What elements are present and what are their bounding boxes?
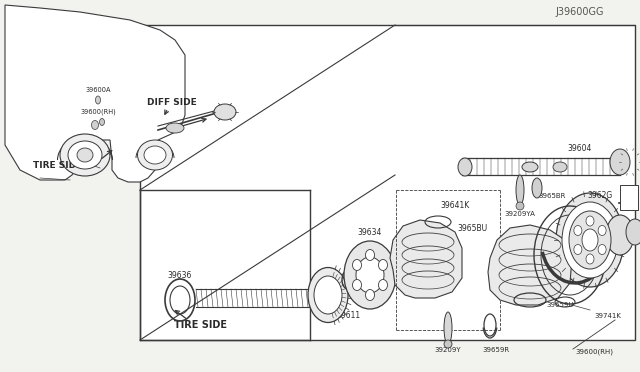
Ellipse shape — [444, 340, 452, 348]
Polygon shape — [488, 225, 572, 305]
Ellipse shape — [562, 202, 618, 278]
Ellipse shape — [574, 244, 582, 254]
Ellipse shape — [516, 202, 524, 210]
Ellipse shape — [214, 104, 236, 120]
Text: 39659R: 39659R — [483, 347, 509, 353]
Text: TIRE SIDE: TIRE SIDE — [173, 320, 227, 330]
Ellipse shape — [99, 119, 104, 125]
Ellipse shape — [138, 140, 173, 170]
Text: 39641K: 39641K — [440, 201, 470, 209]
Ellipse shape — [553, 162, 567, 172]
Text: 3965BU: 3965BU — [457, 224, 487, 232]
Ellipse shape — [166, 123, 184, 133]
Ellipse shape — [77, 148, 93, 162]
Text: 39659U: 39659U — [547, 302, 573, 308]
Ellipse shape — [314, 276, 342, 314]
Ellipse shape — [574, 225, 582, 235]
Text: 39600A: 39600A — [85, 87, 111, 93]
Ellipse shape — [344, 241, 396, 309]
Text: 39636: 39636 — [168, 270, 192, 279]
Ellipse shape — [586, 216, 594, 226]
Ellipse shape — [598, 225, 606, 235]
Ellipse shape — [556, 193, 624, 287]
Ellipse shape — [606, 215, 634, 255]
Text: 39741K: 39741K — [595, 313, 621, 319]
Ellipse shape — [582, 229, 598, 251]
Ellipse shape — [144, 146, 166, 164]
Ellipse shape — [516, 175, 524, 205]
Ellipse shape — [68, 141, 102, 169]
Text: 3965BR: 3965BR — [538, 193, 566, 199]
Polygon shape — [390, 220, 462, 298]
Ellipse shape — [626, 219, 640, 245]
Ellipse shape — [458, 158, 472, 176]
Text: 39209YA: 39209YA — [504, 211, 536, 217]
Text: 39600D: 39600D — [599, 247, 627, 253]
Polygon shape — [140, 25, 635, 340]
Ellipse shape — [95, 96, 100, 104]
Text: TIRE SIDE: TIRE SIDE — [33, 160, 83, 170]
Ellipse shape — [598, 244, 606, 254]
Ellipse shape — [586, 254, 594, 264]
Polygon shape — [5, 5, 185, 182]
Ellipse shape — [365, 289, 374, 301]
Text: 39600(RH): 39600(RH) — [80, 109, 116, 115]
Text: 39604: 39604 — [568, 144, 592, 153]
Text: 39654: 39654 — [604, 228, 628, 237]
Text: J39600GG: J39600GG — [556, 7, 604, 17]
Text: 39209Y: 39209Y — [435, 347, 461, 353]
Ellipse shape — [532, 178, 542, 198]
Text: 39634: 39634 — [358, 228, 382, 237]
Text: 39611: 39611 — [336, 311, 360, 320]
Ellipse shape — [353, 260, 362, 270]
Ellipse shape — [569, 211, 611, 269]
Ellipse shape — [308, 267, 348, 323]
Polygon shape — [620, 185, 638, 210]
Text: DIFF SIDE: DIFF SIDE — [147, 97, 197, 106]
Ellipse shape — [378, 260, 387, 270]
Ellipse shape — [444, 312, 452, 344]
Ellipse shape — [378, 279, 387, 291]
Text: DIFF
SIDE: DIFF SIDE — [621, 192, 637, 205]
Ellipse shape — [60, 134, 110, 176]
Text: 3962G: 3962G — [588, 190, 612, 199]
Ellipse shape — [92, 121, 99, 129]
Ellipse shape — [356, 257, 384, 293]
Ellipse shape — [522, 162, 538, 172]
Ellipse shape — [365, 250, 374, 260]
Text: 39600(RH): 39600(RH) — [575, 349, 613, 355]
Ellipse shape — [353, 279, 362, 291]
Ellipse shape — [610, 149, 630, 175]
